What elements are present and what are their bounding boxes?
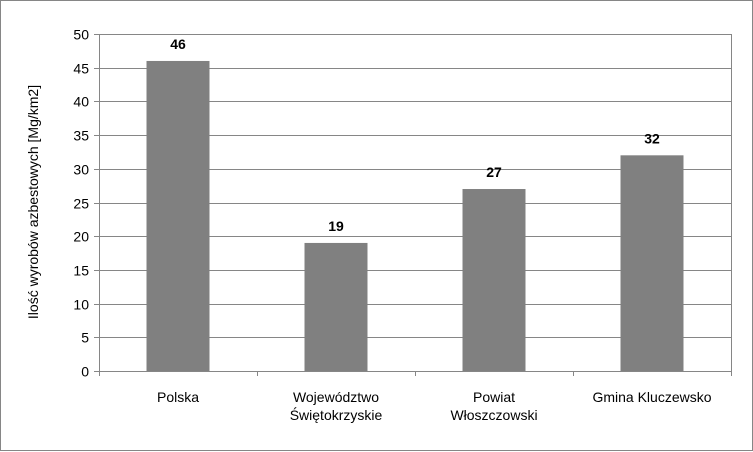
x-tick-label: Powiat Włoszczowski (450, 389, 537, 423)
bar (462, 189, 526, 371)
y-tick-label: 20 (73, 229, 89, 245)
y-tick-label: 10 (73, 297, 89, 313)
data-label: 19 (328, 218, 344, 234)
y-tick-label: 5 (81, 330, 89, 346)
data-label: 27 (486, 164, 502, 180)
y-tick-label: 25 (73, 196, 89, 212)
x-tick-label: Polska (157, 389, 199, 405)
y-tick-labels: 0 5 10 15 20 25 30 35 40 45 50 (73, 27, 89, 380)
data-labels: 46 19 27 32 (170, 36, 660, 234)
data-label: 32 (644, 130, 660, 146)
y-tick-label: 40 (73, 94, 89, 110)
axes (94, 34, 732, 376)
y-tick-label: 35 (73, 128, 89, 144)
x-tick-label: Województwo Świętokrzyskie (290, 389, 383, 423)
y-tick-label: 45 (73, 61, 89, 77)
bar (304, 242, 368, 371)
y-axis-title: Ilość wyrobów azbestowych [Mg/km2] (25, 85, 41, 319)
x-tick-label: Gmina Kluczewsko (592, 389, 711, 405)
y-tick-label: 0 (81, 364, 89, 380)
y-tick-label: 30 (73, 162, 89, 178)
y-tick-label: 15 (73, 263, 89, 279)
y-tick-label: 50 (73, 27, 89, 43)
bar (146, 60, 210, 372)
bars (146, 60, 684, 372)
data-label: 46 (170, 36, 186, 52)
x-tick-labels: Polska Województwo Świętokrzyskie Powiat Wło… (157, 389, 712, 423)
bar (620, 155, 684, 371)
